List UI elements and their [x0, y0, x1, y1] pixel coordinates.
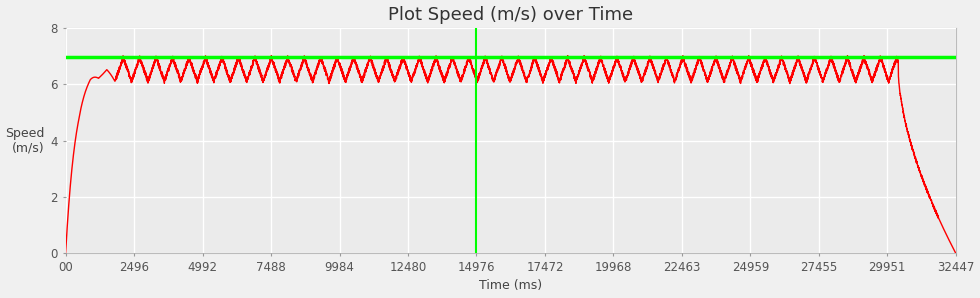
Title: Plot Speed (m/s) over Time: Plot Speed (m/s) over Time: [388, 6, 633, 24]
Y-axis label: Speed
(m/s): Speed (m/s): [6, 127, 45, 155]
X-axis label: Time (ms): Time (ms): [479, 280, 542, 292]
